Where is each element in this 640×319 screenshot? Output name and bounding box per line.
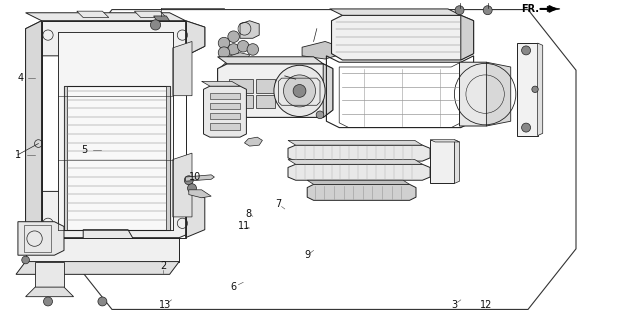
Polygon shape [77,11,109,18]
Polygon shape [454,140,460,183]
Polygon shape [18,222,64,255]
Polygon shape [186,21,205,56]
Text: 13: 13 [159,300,172,310]
Circle shape [316,111,324,119]
Text: FR.: FR. [521,4,539,14]
Polygon shape [26,21,42,246]
Polygon shape [83,230,179,262]
Polygon shape [517,43,538,136]
Polygon shape [242,64,266,76]
Text: 7: 7 [275,199,282,209]
Polygon shape [221,63,237,72]
Polygon shape [58,32,173,230]
Polygon shape [154,16,170,21]
Polygon shape [204,86,246,137]
Circle shape [274,65,325,116]
Circle shape [228,31,239,42]
Polygon shape [461,15,474,60]
Polygon shape [186,191,205,238]
Polygon shape [210,93,240,99]
Text: 4: 4 [17,73,24,83]
Circle shape [532,86,538,93]
Circle shape [291,75,300,84]
Polygon shape [288,164,430,180]
Polygon shape [210,113,240,119]
Circle shape [247,44,259,55]
Polygon shape [202,81,240,86]
Circle shape [150,20,161,30]
Polygon shape [288,160,422,164]
Polygon shape [210,123,240,130]
Polygon shape [486,62,511,126]
Polygon shape [42,21,205,56]
Circle shape [483,6,492,15]
Polygon shape [547,6,560,11]
Polygon shape [307,184,416,200]
Polygon shape [332,15,474,60]
Polygon shape [218,57,323,64]
Polygon shape [220,117,237,134]
Polygon shape [229,95,253,108]
Circle shape [228,44,239,55]
Text: 3: 3 [451,300,458,310]
Circle shape [188,184,196,193]
Polygon shape [210,103,240,109]
Text: 8: 8 [245,209,252,219]
Polygon shape [218,64,333,117]
Polygon shape [225,53,250,63]
Polygon shape [244,137,262,146]
Circle shape [98,297,107,306]
Text: 5: 5 [81,145,88,155]
Text: 1: 1 [15,150,21,160]
Circle shape [293,85,306,97]
Polygon shape [302,41,336,59]
Polygon shape [26,287,74,297]
Circle shape [44,297,52,306]
Polygon shape [26,238,179,262]
Polygon shape [186,175,214,181]
Text: 6: 6 [230,282,237,292]
Polygon shape [323,64,333,117]
Polygon shape [166,86,170,230]
Polygon shape [430,140,454,183]
Polygon shape [430,140,460,142]
Polygon shape [256,95,275,108]
Polygon shape [64,86,170,230]
Polygon shape [307,180,410,184]
Polygon shape [229,79,253,93]
Polygon shape [26,21,42,246]
Circle shape [284,75,316,107]
Polygon shape [29,191,198,238]
Polygon shape [173,41,192,96]
Circle shape [237,41,249,52]
Polygon shape [460,62,496,126]
Polygon shape [134,11,166,18]
Text: 11: 11 [238,221,251,232]
Circle shape [218,47,230,58]
Polygon shape [256,79,275,93]
Text: 10: 10 [189,172,202,182]
Polygon shape [288,145,430,161]
Text: 2: 2 [160,261,166,271]
Circle shape [455,6,464,15]
Polygon shape [64,86,67,230]
Circle shape [228,111,236,119]
Polygon shape [538,43,543,136]
Polygon shape [173,153,192,217]
Polygon shape [330,9,461,15]
Polygon shape [288,140,422,145]
Circle shape [218,37,230,49]
Text: 9: 9 [304,250,310,260]
Polygon shape [240,21,259,38]
Circle shape [184,176,193,185]
Polygon shape [26,13,186,21]
Polygon shape [189,190,211,198]
Circle shape [522,123,531,132]
Polygon shape [266,72,293,80]
Polygon shape [35,262,64,287]
Circle shape [22,256,29,264]
Text: 12: 12 [480,300,493,310]
Circle shape [522,46,531,55]
Polygon shape [16,262,179,274]
